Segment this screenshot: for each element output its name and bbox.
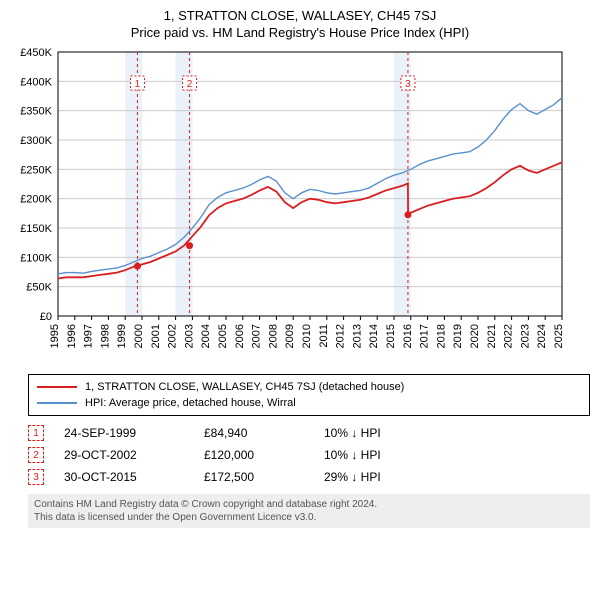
svg-text:1995: 1995 — [49, 324, 61, 348]
svg-text:£200K: £200K — [20, 194, 52, 206]
event-marker-icon: 3 — [28, 469, 44, 485]
svg-text:£0: £0 — [40, 311, 52, 323]
svg-text:£300K: £300K — [20, 135, 52, 147]
event-diff: 10% ↓ HPI — [324, 448, 444, 462]
footer-line: This data is licensed under the Open Gov… — [34, 511, 584, 524]
svg-text:2019: 2019 — [452, 324, 464, 348]
event-row: 2 29-OCT-2002 £120,000 10% ↓ HPI — [28, 444, 590, 466]
event-date: 24-SEP-1999 — [64, 426, 204, 440]
svg-text:£150K: £150K — [20, 223, 52, 235]
page-title: 1, STRATTON CLOSE, WALLASEY, CH45 7SJ — [0, 0, 600, 23]
svg-text:2022: 2022 — [503, 324, 515, 348]
event-diff: 10% ↓ HPI — [324, 426, 444, 440]
svg-text:2010: 2010 — [301, 324, 313, 348]
svg-text:2018: 2018 — [435, 324, 447, 348]
svg-text:2003: 2003 — [183, 324, 195, 348]
legend-swatch — [37, 402, 77, 404]
svg-text:3: 3 — [405, 79, 411, 90]
svg-text:1997: 1997 — [83, 324, 95, 348]
svg-text:2007: 2007 — [251, 324, 263, 348]
svg-text:1999: 1999 — [116, 324, 128, 348]
svg-text:2020: 2020 — [469, 324, 481, 348]
events-table: 1 24-SEP-1999 £84,940 10% ↓ HPI 2 29-OCT… — [28, 422, 590, 488]
svg-text:2011: 2011 — [318, 324, 330, 348]
legend-label: 1, STRATTON CLOSE, WALLASEY, CH45 7SJ (d… — [85, 381, 404, 393]
event-price: £172,500 — [204, 470, 324, 484]
svg-text:2004: 2004 — [200, 324, 212, 348]
svg-text:£100K: £100K — [20, 252, 52, 264]
svg-text:£250K: £250K — [20, 164, 52, 176]
legend-item: 1, STRATTON CLOSE, WALLASEY, CH45 7SJ (d… — [37, 379, 581, 395]
event-date: 30-OCT-2015 — [64, 470, 204, 484]
footer-line: Contains HM Land Registry data © Crown c… — [34, 498, 584, 511]
svg-text:1998: 1998 — [99, 324, 111, 348]
svg-text:£400K: £400K — [20, 76, 52, 88]
svg-text:2024: 2024 — [536, 324, 548, 348]
svg-text:2021: 2021 — [486, 324, 498, 348]
page-subtitle: Price paid vs. HM Land Registry's House … — [0, 23, 600, 46]
svg-text:2002: 2002 — [167, 324, 179, 348]
svg-text:£350K: £350K — [20, 106, 52, 118]
svg-text:2000: 2000 — [133, 324, 145, 348]
svg-text:2016: 2016 — [402, 324, 414, 348]
svg-text:2005: 2005 — [217, 324, 229, 348]
svg-text:2013: 2013 — [351, 324, 363, 348]
event-price: £84,940 — [204, 426, 324, 440]
svg-text:2008: 2008 — [267, 324, 279, 348]
svg-text:2001: 2001 — [150, 324, 162, 348]
svg-text:2012: 2012 — [335, 324, 347, 348]
event-marker-icon: 2 — [28, 447, 44, 463]
svg-text:2015: 2015 — [385, 324, 397, 348]
svg-text:1996: 1996 — [66, 324, 78, 348]
event-marker-icon: 1 — [28, 425, 44, 441]
footer-attribution: Contains HM Land Registry data © Crown c… — [28, 494, 590, 528]
price-chart: £0 £50K £100K £150K £200K £250K £300K £350K £400… — [10, 46, 570, 366]
legend-swatch — [37, 386, 77, 388]
svg-text:£450K: £450K — [20, 47, 52, 59]
svg-text:2017: 2017 — [419, 324, 431, 348]
event-date: 29-OCT-2002 — [64, 448, 204, 462]
svg-text:2006: 2006 — [234, 324, 246, 348]
legend-label: HPI: Average price, detached house, Wirr… — [85, 397, 296, 409]
svg-text:£50K: £50K — [26, 282, 52, 294]
event-price: £120,000 — [204, 448, 324, 462]
legend-item: HPI: Average price, detached house, Wirr… — [37, 395, 581, 411]
chart-svg: £0 £50K £100K £150K £200K £250K £300K £350K £400… — [10, 46, 570, 366]
page: 1, STRATTON CLOSE, WALLASEY, CH45 7SJ Pr… — [0, 0, 600, 590]
svg-text:2025: 2025 — [553, 324, 565, 348]
legend: 1, STRATTON CLOSE, WALLASEY, CH45 7SJ (d… — [28, 374, 590, 416]
event-row: 3 30-OCT-2015 £172,500 29% ↓ HPI — [28, 466, 590, 488]
svg-text:2023: 2023 — [519, 324, 531, 348]
svg-text:2: 2 — [187, 79, 193, 90]
svg-text:2014: 2014 — [368, 324, 380, 348]
svg-text:2009: 2009 — [284, 324, 296, 348]
event-diff: 29% ↓ HPI — [324, 470, 444, 484]
svg-text:1: 1 — [135, 79, 141, 90]
event-row: 1 24-SEP-1999 £84,940 10% ↓ HPI — [28, 422, 590, 444]
